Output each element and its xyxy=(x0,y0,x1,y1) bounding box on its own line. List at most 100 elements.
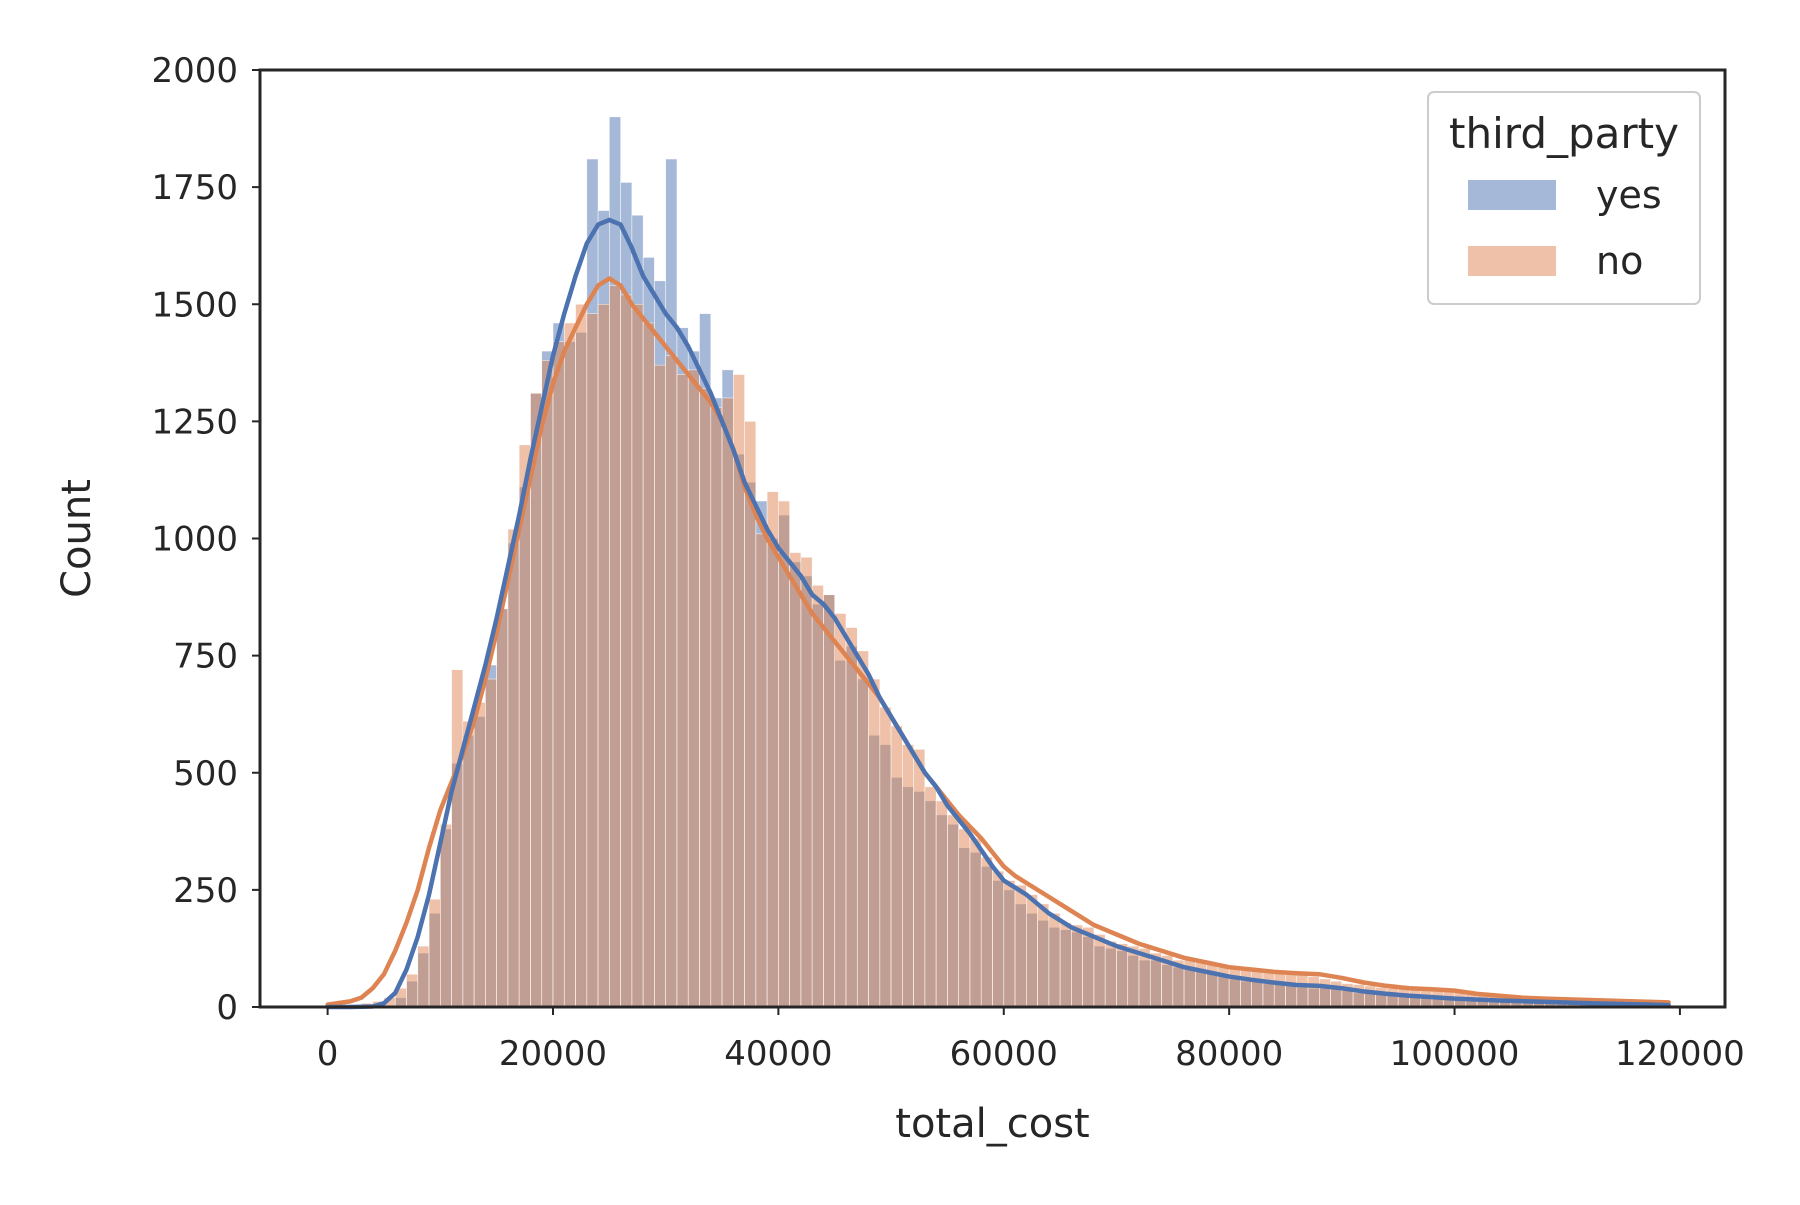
x-axis-ticks: 0 20000 40000 60000 80000 100000 120000 xyxy=(317,1007,1745,1074)
bar-no xyxy=(755,533,768,1008)
y-tick-label: 2000 xyxy=(151,51,238,91)
bar-no xyxy=(958,828,971,1008)
bar-no xyxy=(1127,945,1140,1008)
bar-no xyxy=(428,898,441,1008)
y-tick-label: 250 xyxy=(173,871,238,911)
kde-line-no xyxy=(325,276,1671,1007)
bar-no xyxy=(1228,966,1241,1008)
bar-no xyxy=(969,838,982,1008)
bar-no xyxy=(1082,927,1095,1008)
bar-no xyxy=(1262,969,1275,1008)
bar-no xyxy=(1217,964,1230,1008)
x-tick-label: 40000 xyxy=(724,1034,832,1074)
bar-no xyxy=(665,355,678,1008)
x-tick-label: 80000 xyxy=(1175,1034,1283,1074)
y-tick-label: 1750 xyxy=(151,168,238,208)
bar-no xyxy=(1048,912,1061,1008)
bar-no xyxy=(1037,903,1050,1008)
bar-no xyxy=(541,360,554,1008)
y-axis-title: Count xyxy=(54,479,100,598)
bar-no xyxy=(1285,971,1298,1008)
y-axis-ticks: 0 250 500 750 1000 1250 1500 1750 2000 xyxy=(151,51,260,1028)
bar-no xyxy=(1116,943,1129,1008)
bar-no xyxy=(710,407,723,1008)
kde-curves xyxy=(325,217,1671,1010)
bar-no xyxy=(1307,976,1320,1008)
legend-title: third_party xyxy=(1449,109,1679,158)
bar-no xyxy=(462,720,475,1008)
bar-no xyxy=(856,650,869,1008)
bar-no xyxy=(1386,987,1399,1008)
bar-no xyxy=(451,669,464,1008)
bar-no xyxy=(530,392,543,1008)
bar-no xyxy=(924,786,937,1008)
bar-no xyxy=(902,744,914,1008)
bar-no xyxy=(1319,978,1331,1008)
kde-line-yes xyxy=(325,217,1671,1010)
bar-no xyxy=(868,678,881,1008)
bar-no xyxy=(642,322,655,1008)
y-tick-label: 1500 xyxy=(151,285,238,325)
x-tick-label: 60000 xyxy=(950,1034,1058,1074)
legend-label-no: no xyxy=(1596,239,1643,283)
legend-label-yes: yes xyxy=(1596,173,1662,217)
y-tick-label: 1250 xyxy=(151,402,238,442)
bar-no xyxy=(654,364,666,1008)
bar-no xyxy=(935,800,948,1008)
bar-no xyxy=(913,749,926,1008)
x-axis-title: total_cost xyxy=(895,1101,1089,1147)
bar-no xyxy=(789,552,802,1008)
bar-no xyxy=(676,374,689,1008)
bar-no xyxy=(1206,962,1219,1008)
bar-no xyxy=(1273,970,1286,1008)
bar-no xyxy=(1003,880,1016,1008)
bar-no xyxy=(879,706,892,1008)
bar-no xyxy=(440,823,452,1008)
bar-no xyxy=(586,313,599,1008)
x-tick-label: 0 xyxy=(317,1034,339,1074)
bar-no xyxy=(575,303,588,1008)
legend: third_party yes no xyxy=(1427,91,1701,305)
bar-no xyxy=(811,585,824,1008)
bar-no xyxy=(834,613,847,1008)
bar-no xyxy=(699,388,712,1008)
bar-no xyxy=(721,397,734,1008)
bar-no xyxy=(992,870,1005,1008)
bar-no xyxy=(947,814,959,1008)
bar-no xyxy=(496,608,509,1008)
y-tick-label: 500 xyxy=(173,754,238,794)
bar-no xyxy=(485,678,497,1008)
bar-no xyxy=(1026,894,1038,1008)
bar-no xyxy=(1104,941,1117,1008)
bar-no xyxy=(1251,969,1264,1008)
bar-no xyxy=(1014,884,1027,1008)
x-tick-label: 120000 xyxy=(1615,1034,1745,1074)
legend-swatch-yes xyxy=(1468,180,1556,210)
bar-no xyxy=(1296,973,1309,1008)
bar-no xyxy=(800,556,813,1008)
bars-series-no xyxy=(327,285,1658,1008)
bar-no xyxy=(1059,922,1072,1008)
bar-no xyxy=(563,322,576,1008)
legend-swatch-no xyxy=(1468,246,1556,276)
x-tick-label: 20000 xyxy=(499,1034,607,1074)
bar-no xyxy=(823,594,836,1008)
bar-no xyxy=(1364,985,1376,1008)
bar-no xyxy=(620,294,633,1008)
bar-no xyxy=(406,973,419,1008)
bar-no xyxy=(766,491,779,1008)
bar-no xyxy=(507,528,520,1008)
bar-no xyxy=(890,725,903,1008)
bar-no xyxy=(631,303,644,1008)
bar-no xyxy=(1093,934,1106,1008)
bar-no xyxy=(1397,988,1410,1008)
bar-no xyxy=(473,702,486,1008)
bar-no xyxy=(980,856,993,1008)
bar-no xyxy=(552,341,565,1008)
bar-no xyxy=(609,285,621,1008)
y-tick-label: 1000 xyxy=(151,520,238,560)
bar-no xyxy=(845,627,858,1008)
bar-no xyxy=(597,303,610,1008)
